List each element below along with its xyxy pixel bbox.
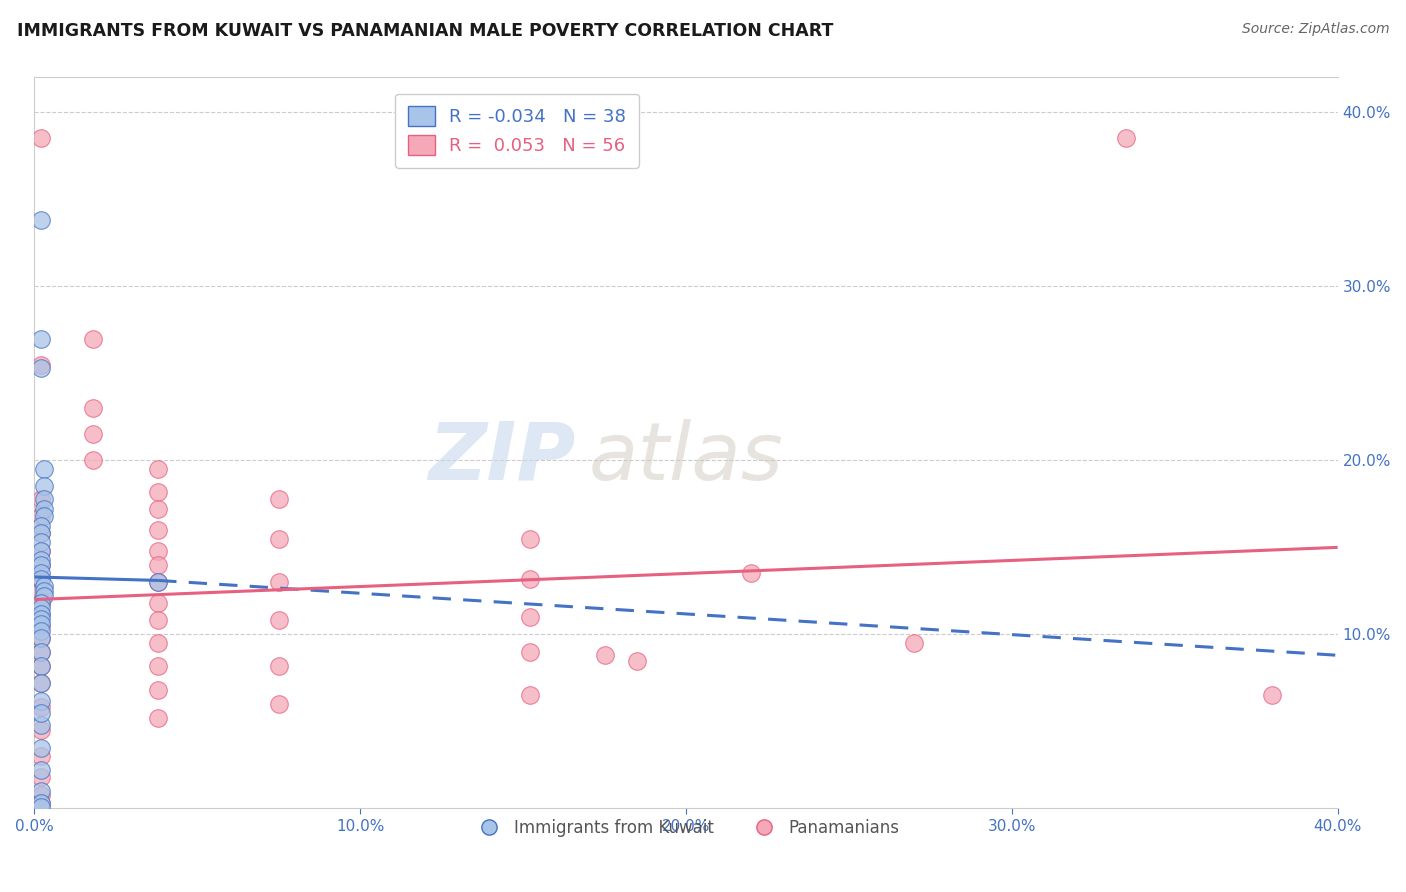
Point xyxy=(30,572,52,586)
Point xyxy=(267,575,290,590)
Point xyxy=(30,676,52,690)
Point xyxy=(30,131,52,145)
Point xyxy=(30,491,52,506)
Point xyxy=(32,491,55,506)
Point xyxy=(30,718,52,732)
Point xyxy=(519,610,541,624)
Point xyxy=(30,535,52,549)
Point xyxy=(30,596,52,610)
Point xyxy=(32,579,55,593)
Point xyxy=(82,401,104,416)
Point xyxy=(30,645,52,659)
Text: IMMIGRANTS FROM KUWAIT VS PANAMANIAN MALE POVERTY CORRELATION CHART: IMMIGRANTS FROM KUWAIT VS PANAMANIAN MAL… xyxy=(17,22,834,40)
Point xyxy=(82,331,104,345)
Point xyxy=(519,645,541,659)
Point xyxy=(32,502,55,516)
Point xyxy=(148,575,170,590)
Point xyxy=(740,566,762,581)
Point xyxy=(30,645,52,659)
Point xyxy=(30,607,52,621)
Point xyxy=(30,763,52,777)
Point xyxy=(148,523,170,537)
Point xyxy=(148,596,170,610)
Point xyxy=(30,788,52,802)
Point xyxy=(148,544,170,558)
Point xyxy=(30,558,52,572)
Point xyxy=(903,636,925,650)
Point xyxy=(267,697,290,711)
Point xyxy=(1115,131,1137,145)
Point xyxy=(267,658,290,673)
Point xyxy=(30,631,52,645)
Point xyxy=(148,683,170,698)
Point xyxy=(30,740,52,755)
Point xyxy=(148,575,170,590)
Point xyxy=(30,700,52,714)
Point xyxy=(30,770,52,784)
Text: ZIP: ZIP xyxy=(427,418,575,497)
Point xyxy=(519,532,541,546)
Point xyxy=(148,711,170,725)
Point xyxy=(30,558,52,572)
Point xyxy=(32,583,55,598)
Point xyxy=(30,509,52,524)
Point xyxy=(30,601,52,615)
Point xyxy=(30,526,52,541)
Point xyxy=(30,519,52,533)
Point xyxy=(148,636,170,650)
Point xyxy=(32,589,55,603)
Point xyxy=(30,552,52,566)
Point xyxy=(30,616,52,631)
Point xyxy=(267,614,290,628)
Point xyxy=(267,532,290,546)
Point xyxy=(626,653,648,667)
Point xyxy=(30,796,52,810)
Point xyxy=(148,462,170,476)
Point xyxy=(30,331,52,345)
Point xyxy=(30,618,52,632)
Point xyxy=(30,612,52,626)
Point xyxy=(82,427,104,442)
Point xyxy=(30,607,52,621)
Point xyxy=(30,583,52,598)
Point xyxy=(30,526,52,541)
Point xyxy=(519,688,541,702)
Point xyxy=(30,631,52,645)
Point xyxy=(30,358,52,372)
Point xyxy=(30,799,52,814)
Point xyxy=(30,706,52,720)
Point xyxy=(30,566,52,581)
Point xyxy=(30,749,52,764)
Point xyxy=(32,462,55,476)
Point xyxy=(30,596,52,610)
Point xyxy=(267,491,290,506)
Text: atlas: atlas xyxy=(588,418,783,497)
Point xyxy=(148,658,170,673)
Point xyxy=(30,544,52,558)
Point xyxy=(30,784,52,798)
Point xyxy=(30,796,52,810)
Point xyxy=(148,614,170,628)
Point xyxy=(30,658,52,673)
Point xyxy=(148,558,170,572)
Point xyxy=(30,624,52,638)
Point xyxy=(30,693,52,707)
Point xyxy=(30,544,52,558)
Point xyxy=(30,572,52,586)
Point xyxy=(148,502,170,516)
Point xyxy=(593,648,616,663)
Point xyxy=(32,479,55,493)
Point xyxy=(30,658,52,673)
Point xyxy=(30,361,52,376)
Point xyxy=(30,676,52,690)
Point xyxy=(148,484,170,499)
Point xyxy=(32,509,55,524)
Point xyxy=(519,572,541,586)
Point xyxy=(1261,688,1284,702)
Point xyxy=(30,213,52,227)
Legend: Immigrants from Kuwait, Panamanians: Immigrants from Kuwait, Panamanians xyxy=(465,813,907,844)
Text: Source: ZipAtlas.com: Source: ZipAtlas.com xyxy=(1241,22,1389,37)
Point xyxy=(82,453,104,467)
Point xyxy=(30,723,52,738)
